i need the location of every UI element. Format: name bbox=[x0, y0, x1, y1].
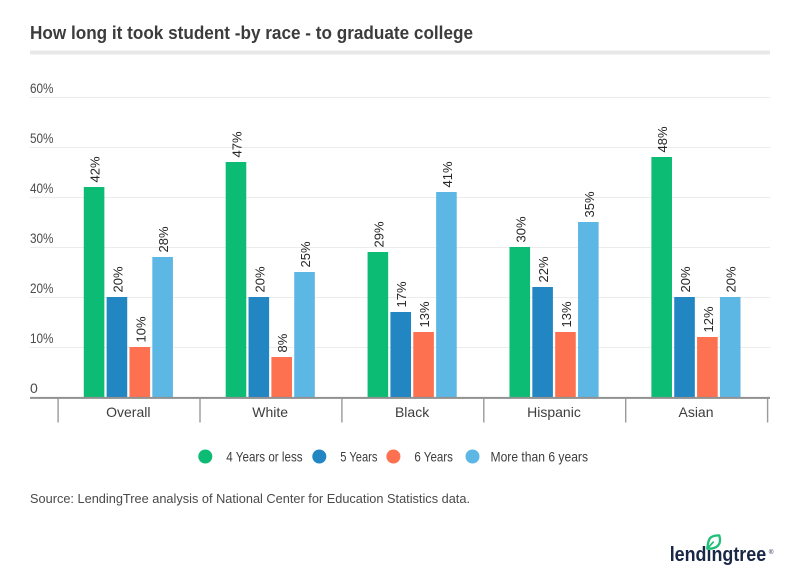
svg-text:Overall: Overall bbox=[106, 404, 150, 420]
svg-text:40%: 40% bbox=[30, 180, 54, 196]
svg-text:20%: 20% bbox=[30, 280, 54, 296]
svg-text:25%: 25% bbox=[298, 241, 313, 267]
svg-text:50%: 50% bbox=[30, 130, 54, 146]
svg-text:29%: 29% bbox=[371, 221, 386, 247]
svg-text:10%: 10% bbox=[30, 330, 54, 346]
svg-text:Source: LendingTree analysis o: Source: LendingTree analysis of National… bbox=[30, 491, 470, 506]
svg-text:0: 0 bbox=[30, 380, 38, 396]
svg-text:10%: 10% bbox=[133, 316, 148, 342]
svg-text:20%: 20% bbox=[252, 266, 267, 292]
svg-text:8%: 8% bbox=[275, 333, 290, 352]
svg-text:17%: 17% bbox=[394, 281, 409, 307]
svg-text:30%: 30% bbox=[30, 230, 54, 246]
svg-text:Hispanic: Hispanic bbox=[527, 404, 581, 420]
svg-text:Black: Black bbox=[395, 404, 430, 420]
svg-text:More than 6 years: More than 6 years bbox=[491, 450, 589, 465]
svg-text:12%: 12% bbox=[701, 306, 716, 332]
svg-text:28%: 28% bbox=[156, 226, 171, 252]
svg-text:lendıngtree: lendıngtree bbox=[670, 544, 767, 566]
svg-text:4 Years or less: 4 Years or less bbox=[226, 450, 302, 465]
svg-text:22%: 22% bbox=[536, 256, 551, 282]
svg-text:13%: 13% bbox=[417, 301, 432, 327]
svg-text:5 Years: 5 Years bbox=[340, 450, 377, 465]
svg-text:48%: 48% bbox=[655, 126, 670, 152]
svg-text:47%: 47% bbox=[229, 131, 244, 157]
svg-text:6 Years: 6 Years bbox=[414, 450, 453, 465]
svg-text:Asian: Asian bbox=[678, 404, 713, 420]
svg-text:White: White bbox=[252, 404, 288, 420]
svg-text:42%: 42% bbox=[88, 156, 103, 182]
svg-text:20%: 20% bbox=[110, 266, 125, 292]
svg-text:®: ® bbox=[769, 548, 774, 556]
svg-text:60%: 60% bbox=[30, 80, 54, 96]
svg-text:30%: 30% bbox=[513, 216, 528, 242]
svg-text:41%: 41% bbox=[440, 161, 455, 187]
svg-text:13%: 13% bbox=[559, 301, 574, 327]
svg-text:20%: 20% bbox=[678, 266, 693, 292]
svg-text:How long it took student -by r: How long it took student -by race - to g… bbox=[30, 23, 473, 43]
svg-text:20%: 20% bbox=[724, 266, 739, 292]
svg-text:35%: 35% bbox=[582, 191, 597, 217]
